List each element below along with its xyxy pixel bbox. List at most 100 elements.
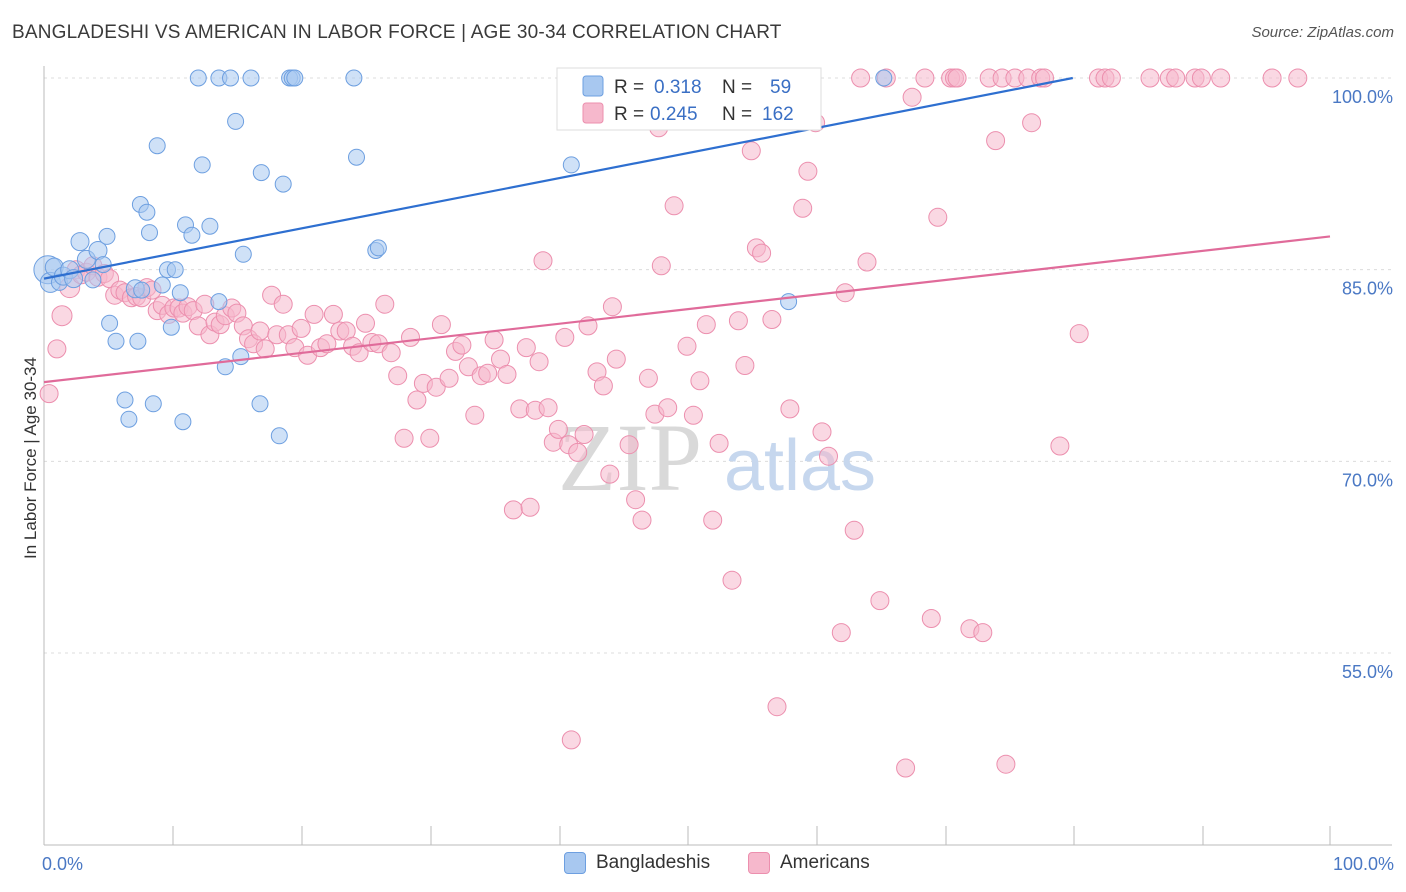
bangladeshis-points xyxy=(33,69,893,445)
bangladeshi-point-37 xyxy=(210,293,228,311)
american-point-159 xyxy=(1069,324,1089,344)
bangladeshi-point-7 xyxy=(70,232,90,252)
legend-item-bangladeshis[interactable]: Bangladeshis xyxy=(564,852,710,874)
american-point-80 xyxy=(516,338,536,358)
american-point-102 xyxy=(638,368,658,388)
y-tick-labels: 100.0% 85.0% 70.0% 55.0% xyxy=(1332,87,1393,682)
legend-n-label-2: N = xyxy=(722,104,752,125)
source-credit: Source: ZipAtlas.com xyxy=(1251,24,1394,41)
stats-legend: R = 0.318 N = 59 R = 0.245 N = 162 xyxy=(556,67,822,131)
american-point-131 xyxy=(819,446,838,466)
bangladeshi-point-13 xyxy=(101,314,119,332)
legend-n-value-2: 162 xyxy=(762,104,794,125)
bangladeshi-point-43 xyxy=(242,69,260,87)
chart-title: BANGLADESHI VS AMERICAN IN LABOR FORCE |… xyxy=(12,22,782,43)
american-point-38 xyxy=(250,321,270,341)
american-point-113 xyxy=(709,433,729,453)
legend-swatch-bangladeshis-bottom xyxy=(564,852,586,874)
american-point-65 xyxy=(420,428,440,448)
legend-r-label-2: R = xyxy=(614,104,644,125)
bangladeshi-point-34 xyxy=(193,156,211,174)
bangladeshi-point-27 xyxy=(162,318,180,336)
american-point-142 xyxy=(921,609,941,628)
legend-swatch-bangladeshis xyxy=(582,75,604,97)
bangladeshi-point-21 xyxy=(138,203,156,221)
gridlines xyxy=(44,77,1392,654)
american-point-163 xyxy=(1140,68,1160,88)
american-point-120 xyxy=(752,243,772,263)
american-point-158 xyxy=(1050,436,1070,456)
bangladeshi-point-24 xyxy=(148,137,166,155)
bangladeshi-point-40 xyxy=(227,112,245,130)
american-point-91 xyxy=(568,442,588,462)
american-point-165 xyxy=(1166,68,1186,88)
american-point-58 xyxy=(375,294,395,314)
american-point-99 xyxy=(619,435,639,455)
american-point-141 xyxy=(915,68,935,88)
bangladeshi-point-25 xyxy=(153,276,171,294)
american-point-127 xyxy=(793,198,813,218)
bangladeshi-point-51 xyxy=(345,69,363,87)
bangladeshi-point-14 xyxy=(107,332,125,350)
american-point-63 xyxy=(407,390,427,410)
bangladeshi-point-42 xyxy=(234,245,252,263)
american-point-152 xyxy=(996,754,1016,774)
bangladeshi-point-45 xyxy=(252,164,270,182)
american-point-122 xyxy=(762,310,782,329)
american-point-101 xyxy=(632,510,652,530)
american-point-96 xyxy=(600,464,620,484)
americans-points xyxy=(39,68,1308,778)
american-point-0 xyxy=(39,384,59,404)
y-axis-label: In Labor Force | Age 30-34 xyxy=(21,357,40,559)
trend-line-americans xyxy=(43,235,1331,384)
bangladeshi-point-50 xyxy=(286,69,304,87)
american-point-167 xyxy=(1191,68,1211,88)
american-point-85 xyxy=(538,398,558,418)
watermark-atlas: atlas xyxy=(724,426,876,506)
x-tick-label-min: 0.0% xyxy=(42,854,83,874)
american-point-42 xyxy=(273,294,293,314)
bangladeshi-point-33 xyxy=(189,69,207,87)
american-point-81 xyxy=(520,497,540,517)
american-point-45 xyxy=(291,318,311,338)
bangladeshi-point-35 xyxy=(201,217,219,235)
american-point-146 xyxy=(947,68,967,88)
american-point-2 xyxy=(51,305,73,327)
american-point-110 xyxy=(690,371,710,391)
axes xyxy=(43,66,1392,846)
american-point-87 xyxy=(548,419,568,439)
american-point-116 xyxy=(728,311,748,331)
american-point-62 xyxy=(401,327,420,347)
american-point-70 xyxy=(452,335,472,355)
legend-label-americans: Americans xyxy=(780,852,870,873)
american-point-109 xyxy=(683,405,703,425)
american-point-148 xyxy=(973,623,993,643)
american-point-49 xyxy=(317,334,337,354)
american-point-136 xyxy=(857,252,877,272)
legend-label-bangladeshis: Bangladeshis xyxy=(596,852,711,873)
bangladeshi-point-54 xyxy=(369,239,387,257)
bangladeshi-point-30 xyxy=(174,413,192,431)
legend-swatch-americans-bottom xyxy=(748,852,770,874)
american-point-67 xyxy=(431,315,451,335)
bangladeshi-point-52 xyxy=(348,148,365,166)
bangladeshi-point-11 xyxy=(94,256,112,274)
bangladeshi-point-28 xyxy=(166,261,184,279)
american-point-143 xyxy=(928,207,948,227)
watermark: ZIP atlas xyxy=(558,404,876,511)
american-point-59 xyxy=(381,343,401,363)
american-point-92 xyxy=(574,425,594,444)
bangladeshi-point-32 xyxy=(183,226,201,244)
legend-item-americans[interactable]: Americans xyxy=(748,852,870,874)
american-point-88 xyxy=(555,327,575,347)
american-point-162 xyxy=(1101,68,1121,88)
bangladeshi-point-9 xyxy=(84,271,102,289)
american-point-128 xyxy=(798,161,818,181)
american-point-75 xyxy=(484,330,504,350)
bangladeshi-point-55 xyxy=(562,156,580,174)
american-point-170 xyxy=(1288,68,1308,88)
american-point-140 xyxy=(902,87,922,107)
american-point-60 xyxy=(388,366,408,386)
bangladeshi-point-16 xyxy=(120,410,138,428)
